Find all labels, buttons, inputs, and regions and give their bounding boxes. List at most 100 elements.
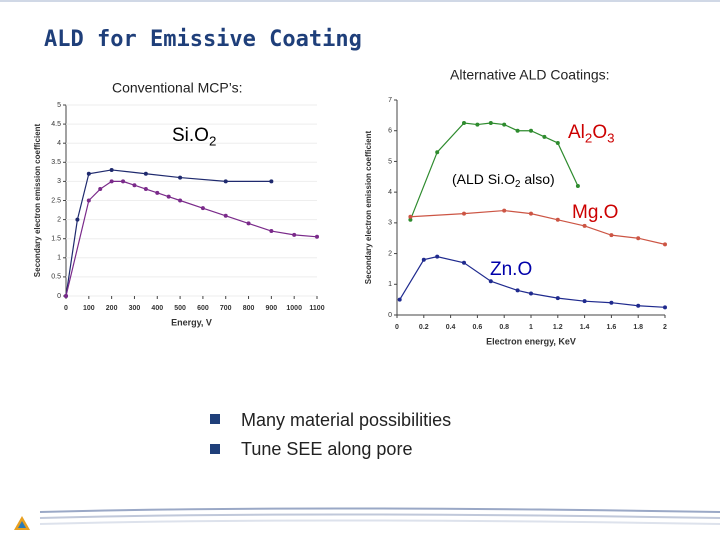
annotation-part: 2 (585, 130, 592, 145)
data-point (132, 183, 137, 188)
right-heading: Alternative ALD Coatings: (450, 67, 610, 83)
data-point (582, 299, 587, 304)
y-tick-label: 0 (388, 312, 392, 319)
left-heading: Conventional MCP’s: (112, 80, 242, 96)
top-rule (0, 0, 720, 2)
data-point (582, 223, 587, 228)
annotation-part: 2 (515, 179, 520, 190)
data-point (64, 294, 68, 298)
y-tick-label: 1 (57, 255, 61, 262)
data-point (663, 305, 667, 310)
x-tick-label: 300 (129, 305, 141, 312)
annotation-part: Al (568, 122, 585, 143)
annotation: Si.O2 (172, 125, 216, 148)
data-point (408, 214, 413, 219)
y-tick-label: 2.5 (51, 197, 61, 204)
y-tick-label: 7 (388, 97, 392, 104)
y-tick-label: 4.5 (51, 121, 61, 128)
data-point (529, 211, 533, 216)
x-tick-label: 1.8 (633, 324, 643, 331)
data-point (555, 217, 560, 222)
data-point (609, 300, 614, 305)
slide-title: ALD for Emissive Coating (44, 27, 362, 52)
data-point (109, 179, 114, 184)
x-tick-label: 1.6 (607, 324, 617, 331)
data-point (636, 303, 641, 308)
data-point (315, 234, 319, 239)
y-tick-label: 5 (57, 102, 61, 109)
annotation-part: Zn.O (490, 259, 532, 280)
data-point (143, 171, 148, 176)
annotation: (ALD Si.O2 also) (452, 171, 555, 190)
annotation-part: Mg.O (572, 202, 618, 223)
annotation-part: Si.O (172, 125, 209, 146)
annotation: Al2O3 (568, 122, 615, 145)
x-tick-label: 100 (83, 305, 95, 312)
y-tick-label: 4 (388, 189, 392, 196)
data-point (121, 179, 126, 184)
data-point (435, 150, 440, 155)
y-tick-label: 4 (57, 140, 61, 147)
y-tick-label: 3.5 (51, 159, 61, 166)
data-point (155, 190, 160, 195)
chart: 0 0.5 1 1.5 2 2.5 3 3.5 4 4.5 5 0 100 200 300 400 500 600… (33, 102, 325, 328)
y-tick-label: 3 (57, 178, 61, 185)
data-point (462, 260, 466, 265)
series-line (399, 256, 666, 308)
data-point (515, 288, 520, 293)
x-tick-label: 500 (174, 305, 186, 312)
data-point (397, 297, 402, 302)
data-point (223, 213, 228, 218)
data-point (269, 179, 274, 184)
data-point (269, 229, 274, 234)
data-point (555, 296, 560, 301)
data-point (663, 242, 667, 247)
series-line (65, 169, 272, 297)
data-point (223, 179, 228, 184)
data-point (515, 128, 520, 133)
annotation-part: (ALD Si.O (452, 171, 515, 187)
x-axis-label: Electron energy, KeV (486, 336, 576, 346)
x-tick-label: 700 (220, 305, 232, 312)
y-tick-label: 5 (388, 158, 392, 165)
data-point (462, 121, 466, 126)
data-point (502, 122, 507, 127)
series-line (65, 180, 318, 297)
bullet: Many material possibilities (241, 410, 451, 430)
x-tick-label: 0 (64, 305, 68, 312)
data-point (555, 141, 560, 145)
x-tick-label: 800 (243, 305, 255, 312)
x-tick-label: 0 (395, 324, 399, 331)
data-point (435, 254, 440, 259)
y-tick-label: 6 (388, 128, 392, 135)
data-point (178, 198, 183, 203)
data-point (529, 291, 533, 296)
data-point (86, 198, 91, 203)
bullet: Tune SEE along pore (241, 439, 412, 459)
x-tick-label: 0.2 (419, 324, 429, 331)
data-point (246, 221, 251, 226)
data-point (98, 187, 103, 192)
x-tick-label: 0.6 (473, 324, 483, 331)
data-point (502, 208, 507, 213)
y-tick-label: 0 (57, 293, 61, 300)
data-point (475, 122, 480, 127)
annotation-part: 2 (209, 133, 216, 148)
y-tick-label: 0.5 (51, 274, 61, 281)
y-tick-label: 2 (57, 216, 61, 223)
annotation: Zn.O (490, 259, 532, 280)
x-tick-label: 1.4 (580, 324, 590, 331)
data-point (292, 232, 297, 237)
footer (14, 507, 720, 530)
y-tick-label: 2 (388, 250, 392, 257)
data-point (178, 175, 183, 180)
data-point (636, 236, 641, 241)
data-point (166, 194, 171, 199)
x-tick-label: 600 (197, 305, 209, 312)
x-tick-label: 2 (663, 324, 667, 331)
x-tick-label: 900 (266, 305, 278, 312)
data-point (462, 211, 466, 216)
x-tick-label: 400 (151, 305, 163, 312)
y-tick-label: 1.5 (51, 236, 61, 243)
